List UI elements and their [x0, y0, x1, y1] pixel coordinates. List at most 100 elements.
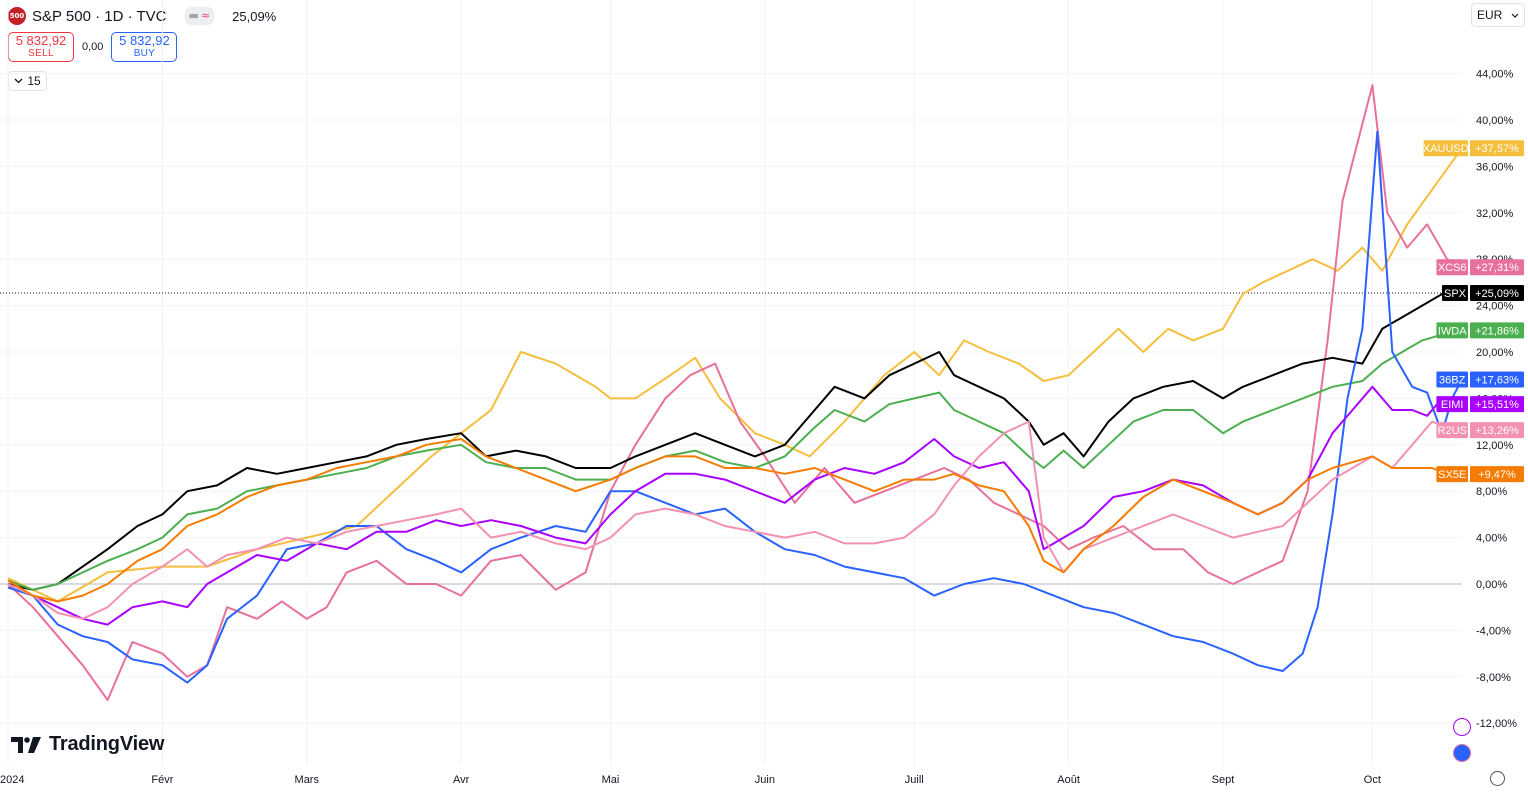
y-tick-label: 8,00%	[1476, 486, 1507, 498]
series-line-iwda[interactable]	[7, 329, 1463, 591]
sell-price: 5 832,92	[15, 33, 67, 48]
x-tick-label: Févr	[151, 774, 173, 786]
series-value-tag	[1470, 422, 1524, 439]
series-name-text: 36BZ	[1439, 374, 1466, 386]
series-line-36bz[interactable]	[7, 130, 1463, 684]
series-value-text: +37,57%	[1475, 143, 1519, 155]
globe-icon[interactable]	[1453, 744, 1471, 762]
series-line-xcs6[interactable]	[7, 84, 1463, 701]
series-value-text: +27,31%	[1475, 262, 1519, 274]
series-label-r2us[interactable]: R2US +13,26%	[1436, 422, 1524, 439]
tradingview-logo-icon	[11, 736, 41, 753]
series-value-tag	[1470, 466, 1524, 483]
series-label-iwda[interactable]: IWDA +21,86%	[1436, 322, 1524, 339]
series-value-tag	[1470, 322, 1524, 339]
y-tick-label: 36,00%	[1476, 161, 1514, 173]
y-tick-label: 0,00%	[1476, 579, 1507, 591]
series-label-eimi[interactable]: EIMI +15,51%	[1436, 396, 1524, 413]
series-name-text: XCS6	[1438, 262, 1467, 274]
series-name-tag	[1436, 466, 1468, 483]
tradingview-logo[interactable]: TradingView	[11, 733, 164, 756]
series-value-tag	[1470, 259, 1524, 276]
indicator-count: 15	[27, 74, 41, 88]
series-label-spx[interactable]: SPX +25,09%	[1442, 284, 1524, 301]
x-tick-label: 2024	[0, 774, 24, 786]
series-value-tag	[1470, 371, 1524, 388]
series-line-sx5e[interactable]	[7, 438, 1463, 603]
y-tick-label: -12,00%	[1476, 718, 1517, 730]
series-line-r2us[interactable]	[7, 420, 1463, 620]
indicator-toggle-pill[interactable]: ▬ ≈	[184, 7, 215, 25]
series-value-text: +15,51%	[1475, 399, 1519, 411]
buy-button[interactable]: 5 832,92 BUY	[111, 32, 178, 62]
series-value-text: +21,86%	[1475, 325, 1519, 337]
series-line-xauusd[interactable]	[7, 147, 1463, 603]
sell-button[interactable]: 5 832,92 SELL	[8, 32, 74, 62]
series-name-tag	[1436, 371, 1468, 388]
series-name-text: R2US	[1438, 425, 1467, 437]
chevron-down-icon	[1511, 13, 1519, 18]
series-value-tag	[1470, 396, 1524, 413]
lightning-icon[interactable]	[1453, 718, 1471, 736]
sp500-logo-icon: 500	[8, 7, 26, 25]
buy-price: 5 832,92	[119, 33, 170, 48]
x-tick-label: Avr	[453, 774, 470, 786]
buy-label: BUY	[133, 48, 156, 59]
tradingview-wordmark: TradingView	[49, 733, 165, 755]
y-tick-label: 4,00%	[1476, 533, 1507, 545]
x-tick-label: Juin	[755, 774, 775, 786]
approx-icon[interactable]: ≈	[200, 9, 211, 22]
series-value-text: +25,09%	[1475, 288, 1519, 300]
x-tick-label: Mars	[295, 774, 320, 786]
series-name-tag	[1436, 322, 1468, 339]
series-name-text: SPX	[1444, 288, 1467, 300]
series-name-tag	[1436, 259, 1468, 276]
series-labels: XAUUSD +37,57% XCS6 +27,31% SPX +25,09% IWDA +2…	[1423, 140, 1524, 483]
series-label-xauusd[interactable]: XAUUSD +37,57%	[1423, 140, 1524, 157]
series-value-tag	[1470, 284, 1524, 301]
currency-selector[interactable]: EUR	[1471, 3, 1525, 27]
grid-lines	[0, 0, 1472, 766]
x-tick-label: Oct	[1364, 774, 1381, 786]
spread-value: 0,00	[82, 41, 104, 53]
minus-icon[interactable]: ▬	[188, 9, 199, 22]
x-tick-label: Sept	[1212, 774, 1235, 786]
chevron-down-icon	[14, 78, 23, 84]
y-tick-label: -4,00%	[1476, 625, 1511, 637]
series-name-tag	[1436, 396, 1468, 413]
series-value-text: +17,63%	[1475, 374, 1519, 386]
y-tick-label: -8,00%	[1476, 672, 1511, 684]
series-name-text: SX5E	[1438, 469, 1466, 481]
y-tick-label: 20,00%	[1476, 347, 1514, 359]
series-label-xcs6[interactable]: XCS6 +27,31%	[1436, 259, 1524, 276]
header-change-value: 25,09%	[232, 8, 277, 24]
currency-label: EUR	[1477, 8, 1503, 22]
settings-gear-icon[interactable]	[1490, 771, 1505, 786]
series-label-36bz[interactable]: 36BZ +17,63%	[1436, 371, 1524, 388]
x-axis-ticks: 2024 Févr Mars Avr Mai Juin Juill Août Sept Oct	[0, 774, 1381, 786]
trade-panel: 5 832,92 SELL 0,00 5 832,92 BUY	[8, 32, 178, 62]
y-tick-label: 40,00%	[1476, 115, 1514, 127]
sell-label: SELL	[28, 48, 54, 59]
series-name-tag	[1436, 422, 1468, 439]
series-name-tag	[1423, 140, 1468, 157]
chart-header: 500 S&P 500 · 1D · TVC ▬ ≈ 25,09%	[8, 5, 276, 27]
series-value-tag	[1470, 140, 1524, 157]
series-name-text: EIMI	[1441, 399, 1464, 411]
series-value-text: +9,47%	[1478, 469, 1516, 481]
series-line-eimi[interactable]	[7, 385, 1463, 626]
series-lines	[7, 84, 1463, 701]
y-tick-label: 12,00%	[1476, 440, 1514, 452]
series-name-text: XAUUSD	[1423, 143, 1469, 155]
series-label-sx5e[interactable]: SX5E +9,47%	[1436, 466, 1524, 483]
series-value-text: +13,26%	[1475, 425, 1519, 437]
symbol-title[interactable]: S&P 500 · 1D · TVC	[32, 7, 167, 25]
x-tick-label: Mai	[602, 774, 620, 786]
series-name-text: IWDA	[1438, 325, 1467, 337]
x-tick-label: Août	[1057, 774, 1080, 786]
y-tick-label: 44,00%	[1476, 69, 1514, 81]
y-tick-label: 32,00%	[1476, 208, 1514, 220]
series-line-spx[interactable]	[7, 292, 1463, 591]
y-tick-label: 24,00%	[1476, 301, 1514, 313]
